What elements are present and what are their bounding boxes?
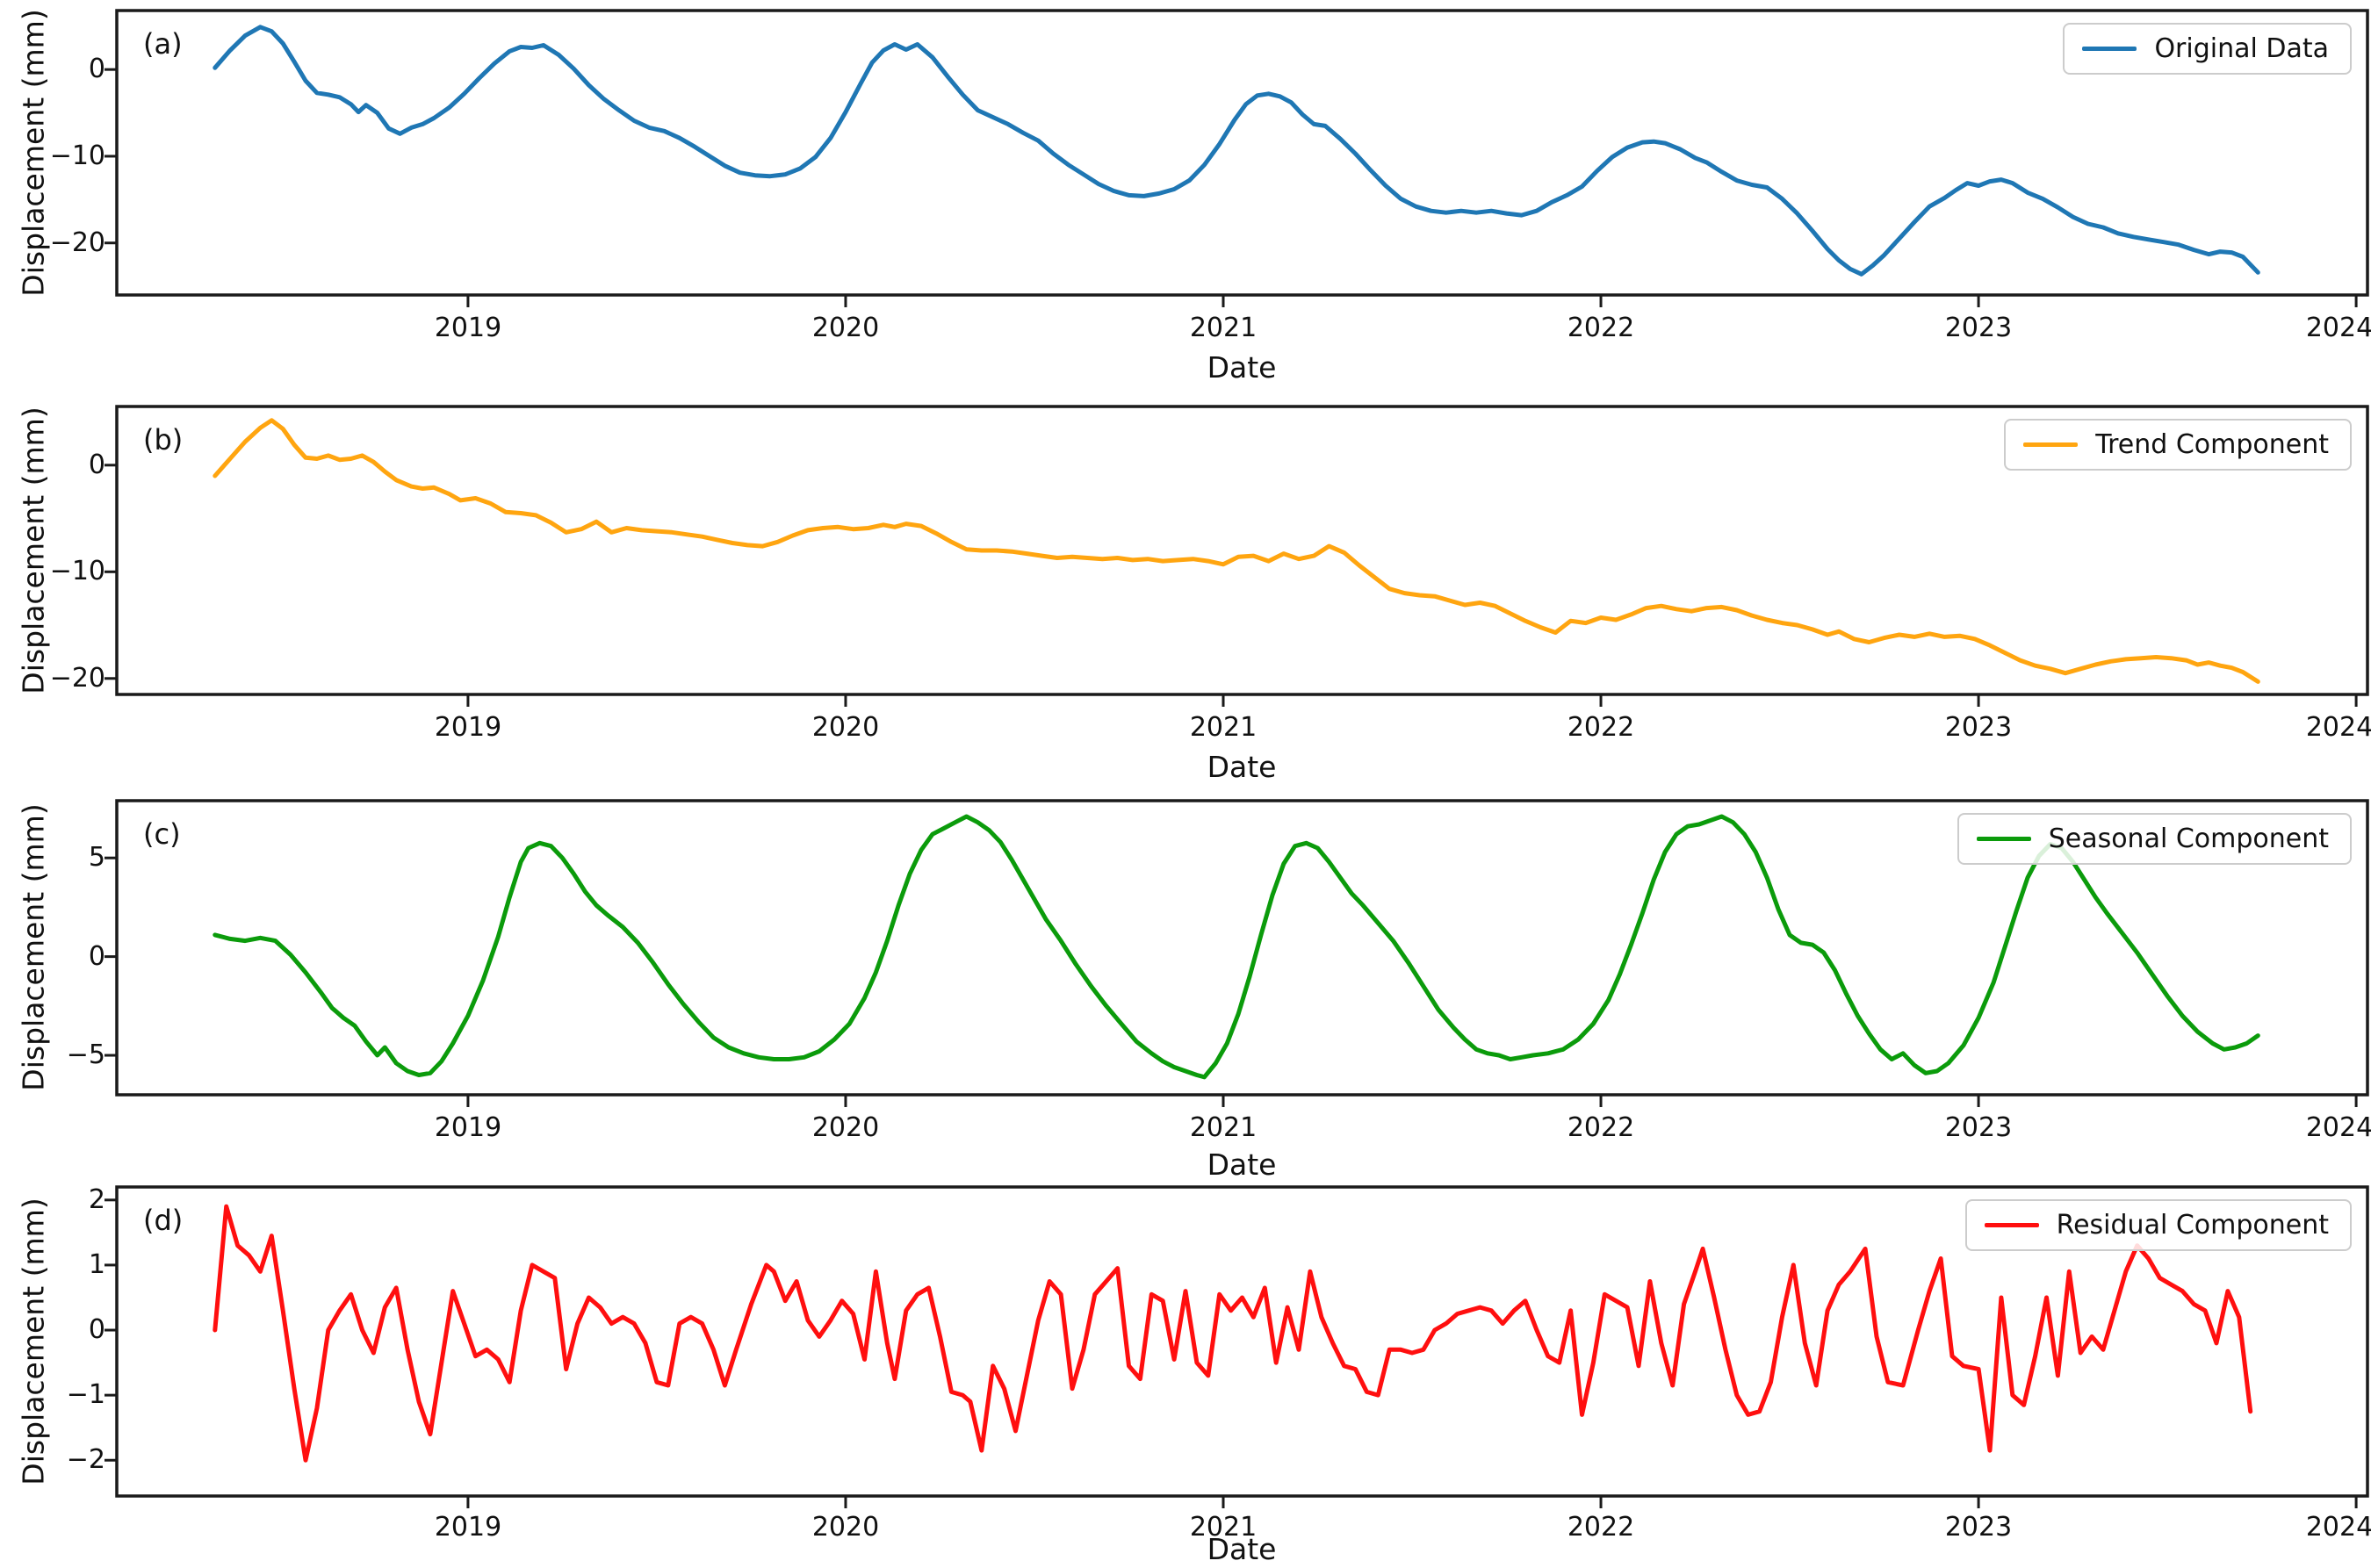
series-line-a <box>213 25 2260 277</box>
legend-label: Original Data <box>2154 33 2329 64</box>
axes-frame <box>115 405 2369 696</box>
legend-box: Residual Component <box>1964 1199 2352 1251</box>
axes-frame <box>115 1185 2369 1498</box>
x-tick-label: 2019 <box>434 1512 502 1543</box>
series-line-c <box>213 814 2260 1080</box>
x-tick-label: 2021 <box>1189 313 1258 343</box>
x-tick-label: 2019 <box>434 313 502 343</box>
legend-label: Trend Component <box>2095 429 2329 460</box>
y-tick-label: −10 <box>49 140 105 171</box>
y-tick-label: 0 <box>88 941 105 972</box>
x-tick-label: 2023 <box>1944 313 2013 343</box>
y-tick-label: 0 <box>88 450 105 480</box>
panel-tag: (b) <box>143 423 184 457</box>
x-tick-label: 2022 <box>1567 1512 1635 1543</box>
x-axis-label: Date <box>1207 350 1277 385</box>
y-tick-label: −20 <box>49 227 105 258</box>
legend-box: Trend Component <box>2004 419 2352 471</box>
legend-label: Seasonal Component <box>2048 824 2329 854</box>
x-tick-label: 2023 <box>1944 1512 2013 1543</box>
legend-line-sample <box>1984 1223 2039 1227</box>
legend-line-sample <box>2082 47 2137 51</box>
x-tick-label: 2021 <box>1189 1512 1258 1543</box>
y-tick-label: −5 <box>66 1039 105 1070</box>
x-tick-label: 2020 <box>811 313 880 343</box>
x-tick-label: 2021 <box>1189 712 1258 743</box>
y-tick-label: −2 <box>66 1444 105 1475</box>
x-axis-label: Date <box>1207 1532 1277 1566</box>
panel-c-plot <box>104 799 2369 1107</box>
x-tick-label: 2024 <box>2305 1512 2371 1543</box>
legend-line-sample <box>2023 442 2079 447</box>
x-axis-label: Date <box>1207 1147 1277 1182</box>
y-tick-label: 5 <box>88 842 105 873</box>
x-tick-label: 2019 <box>434 712 502 743</box>
x-tick-label: 2022 <box>1567 1112 1635 1143</box>
x-tick-label: 2024 <box>2305 313 2371 343</box>
y-tick-label: 2 <box>88 1184 105 1215</box>
axes-frame <box>115 799 2369 1097</box>
x-tick-label: 2022 <box>1567 712 1635 743</box>
legend-line-sample <box>1976 837 2031 841</box>
panel-a-plot <box>104 9 2369 307</box>
x-tick-label: 2020 <box>811 1512 880 1543</box>
panel-b-plot <box>104 405 2369 707</box>
y-tick-label: 0 <box>88 1314 105 1345</box>
panel-tag: (a) <box>143 27 183 61</box>
x-tick-label: 2024 <box>2305 1112 2371 1143</box>
y-tick-label: −10 <box>49 556 105 586</box>
legend-box: Original Data <box>2063 23 2352 75</box>
panel-tag: (d) <box>143 1204 184 1237</box>
x-tick-label: 2021 <box>1189 1112 1258 1143</box>
x-tick-label: 2024 <box>2305 712 2371 743</box>
x-tick-label: 2019 <box>434 1112 502 1143</box>
y-tick-label: 0 <box>88 54 105 84</box>
series-line-d <box>213 1204 2253 1463</box>
x-tick-label: 2023 <box>1944 1112 2013 1143</box>
x-tick-label: 2020 <box>811 1112 880 1143</box>
x-tick-label: 2020 <box>811 712 880 743</box>
panel-d-plot <box>104 1185 2369 1508</box>
x-tick-label: 2023 <box>1944 712 2013 743</box>
legend-label: Residual Component <box>2056 1210 2329 1241</box>
y-tick-label: −1 <box>66 1379 105 1410</box>
series-line-b <box>213 418 2260 684</box>
x-tick-label: 2022 <box>1567 313 1635 343</box>
y-tick-label: 1 <box>88 1249 105 1280</box>
axes-frame <box>115 9 2369 297</box>
legend-box: Seasonal Component <box>1957 813 2352 865</box>
x-axis-label: Date <box>1207 750 1277 784</box>
panel-tag: (c) <box>143 817 181 851</box>
y-tick-label: −20 <box>49 663 105 694</box>
